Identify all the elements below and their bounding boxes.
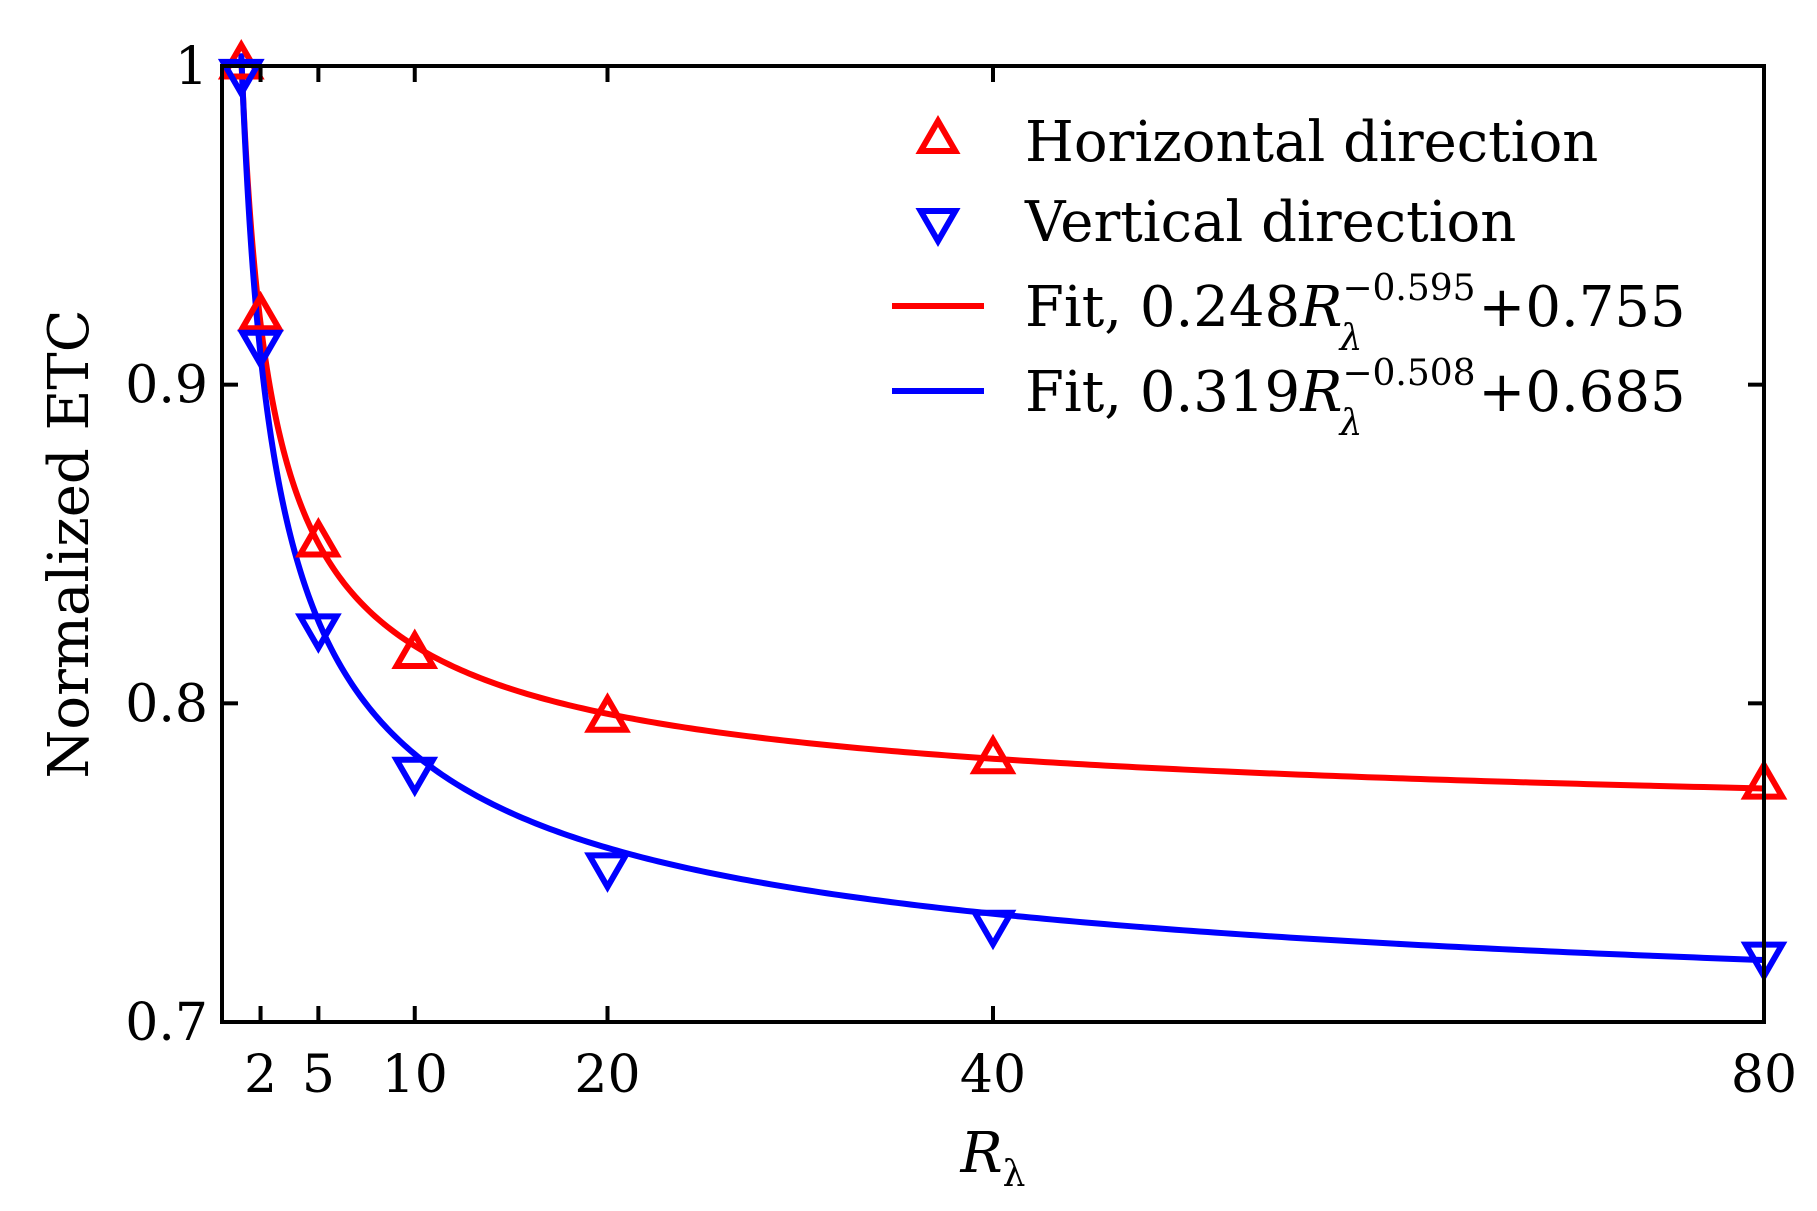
x-tick-label-6: 80	[1731, 1045, 1797, 1105]
legend-label-var: R	[1299, 360, 1342, 425]
legend-label-prefix: Fit, 0.319	[1025, 360, 1300, 425]
vertical-marker-4	[391, 756, 439, 798]
legend-marker-1	[915, 114, 961, 154]
legend-label-4: Fit, 0.319R−0.508 λ +0.685	[1025, 353, 1686, 444]
legend-label-3: Fit, 0.248R−0.595 λ +0.755	[1025, 268, 1686, 359]
legend-label-var: R	[1299, 275, 1342, 340]
legend-label-2: Vertical direction	[1024, 190, 1516, 255]
data-markers	[217, 38, 1788, 983]
legend-label-sub: λ	[1338, 403, 1363, 444]
legend-label-exp: −0.595	[1342, 268, 1475, 309]
y-tick-label-2: 0.8	[125, 674, 208, 734]
y-tick-label-1: 0.7	[125, 993, 208, 1053]
plot-frame	[220, 64, 1766, 1024]
horizontal-marker-3	[294, 516, 342, 558]
vertical-marker-1	[217, 58, 265, 100]
vertical-marker-3	[294, 613, 342, 654]
x-axis-title-sub: λ	[1003, 1154, 1026, 1195]
legend-label-exp: −0.508	[1342, 353, 1475, 394]
legend: Horizontal direction Vertical direction Fi…	[892, 110, 1686, 444]
fit-lines	[238, 53, 1765, 964]
horizontal-marker-5	[584, 692, 631, 733]
legend-label-suffix: +0.685	[1478, 360, 1685, 425]
x-tick-label-3: 10	[382, 1045, 448, 1105]
x-tick-label-2: 5	[302, 1045, 335, 1105]
x-tick-label-4: 20	[574, 1045, 640, 1105]
fit-line-2	[238, 53, 1765, 964]
x-tick-label-5: 40	[960, 1045, 1026, 1105]
legend-label-suffix: +0.755	[1478, 275, 1685, 340]
x-tick-label-1: 2	[244, 1045, 277, 1105]
legend-label-1: Horizontal direction	[1025, 110, 1598, 175]
axis-ticks	[222, 64, 1766, 1024]
vertical-marker-5	[584, 852, 631, 893]
legend-label-prefix: Fit, 0.248	[1025, 275, 1300, 340]
legend-label-sub: λ	[1338, 318, 1363, 359]
fit-line-1	[238, 56, 1765, 792]
horizontal-marker-6	[969, 733, 1017, 775]
vertical-marker-6	[969, 909, 1017, 951]
y-tick-label-3: 0.9	[125, 356, 208, 416]
legend-marker-2	[915, 208, 961, 248]
horizontal-marker-2	[237, 290, 284, 332]
x-axis-title-var: R	[960, 1121, 1003, 1186]
y-tick-label-4: 1	[175, 37, 208, 97]
vertical-marker-2	[237, 329, 284, 371]
tick-labels: 2 5 10 20 40 80 0.7 0.8 0.9 1	[125, 37, 1797, 1105]
horizontal-marker-4	[391, 628, 439, 670]
x-axis-title: Rλ	[960, 1121, 1026, 1195]
y-axis-title: Normalized ETC	[37, 309, 102, 778]
